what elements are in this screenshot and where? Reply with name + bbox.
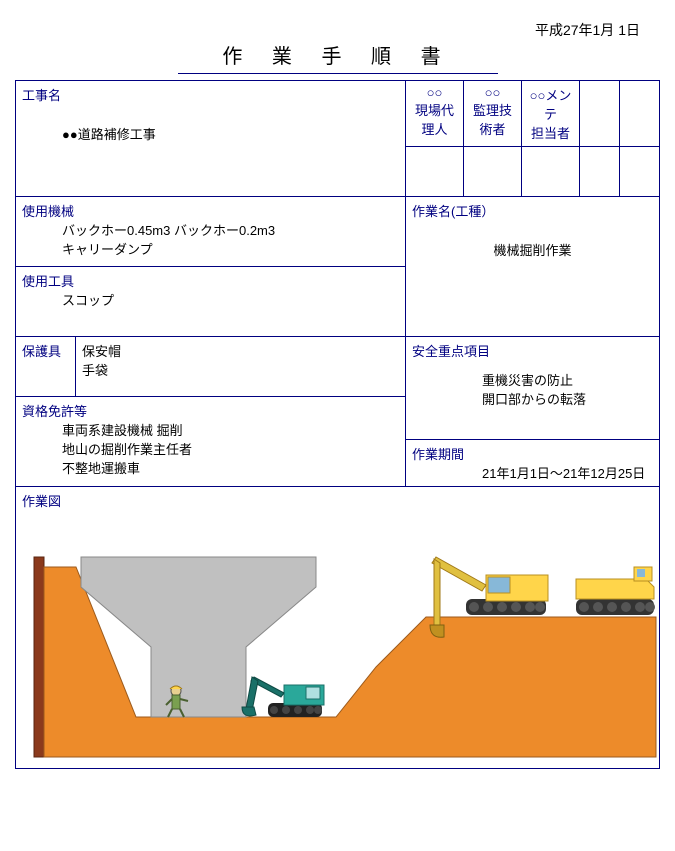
cell-qualifications: 資格免許等 車両系建設機械 掘削 地山の掘削作業主任者 不整地運搬車 [16,397,406,487]
label-protective: 保護具 [22,344,61,359]
value-safety-1: 重機災害の防止 [412,370,653,389]
label-machinery: 使用機械 [22,201,399,220]
stamp-header-5 [620,81,660,147]
stamp-header-1: ○○現場代理人 [406,81,464,147]
cell-tools: 使用工具 スコップ [16,267,406,337]
cell-machinery: 使用機械 バックホー0.45m3 バックホー0.2m3 キャリーダンプ [16,197,406,267]
work-diagram-svg [16,487,659,765]
value-period: 21年1月1日～21年12月25日 [412,463,653,482]
value-work-name: 機械掘削作業 [412,240,653,259]
form-table: 工事名 ●●道路補修工事 ○○現場代理人 ○○監理技術者 ○○メンテ担当者 使用… [15,80,660,769]
stamp-header-3: ○○メンテ担当者 [522,81,580,147]
cell-work-name: 作業名(工種） 機械掘削作業 [406,197,660,337]
document-title: 作 業 手 順 書 [178,40,498,74]
stamp-box-5 [620,147,660,197]
cell-safety: 安全重点項目 重機災害の防止 開口部からの転落 [406,337,660,440]
document-date: 平成27年1月 1日 [535,20,640,40]
value-machinery-2: キャリーダンプ [22,239,399,258]
label-construction-name: 工事名 [22,85,399,104]
label-tools: 使用工具 [22,271,399,290]
value-machinery-1: バックホー0.45m3 バックホー0.2m3 [22,220,399,239]
value-tools: スコップ [22,290,399,309]
cell-diagram: 作業図 [16,487,660,769]
value-qual-2: 地山の掘削作業主任者 [22,439,399,458]
stamp-box-3 [522,147,580,197]
cell-construction-name: 工事名 ●●道路補修工事 [16,81,406,197]
value-safety-2: 開口部からの転落 [412,389,653,408]
stamp-header-4 [580,81,620,147]
stamp-header-2: ○○監理技術者 [464,81,522,147]
value-protective-1: 保安帽 [82,341,399,360]
cell-protective-label: 保護具 [16,337,76,397]
value-construction-name: ●●道路補修工事 [22,124,399,143]
stamp-box-4 [580,147,620,197]
label-work-name: 作業名(工種） [412,201,653,220]
label-diagram: 作業図 [22,491,61,510]
cell-protective-value: 保安帽 手袋 [76,337,406,397]
stamp-box-1 [406,147,464,197]
label-period: 作業期間 [412,444,653,463]
cell-period: 作業期間 21年1月1日～21年12月25日 [406,440,660,487]
dump-truck-icon [576,567,655,615]
value-qual-1: 車両系建設機械 掘削 [22,420,399,439]
stamp-box-2 [464,147,522,197]
value-qual-3: 不整地運搬車 [22,458,399,477]
value-protective-2: 手袋 [82,360,399,379]
label-qualifications: 資格免許等 [22,401,399,420]
label-safety: 安全重点項目 [412,341,653,360]
small-excavator-icon [242,677,324,717]
